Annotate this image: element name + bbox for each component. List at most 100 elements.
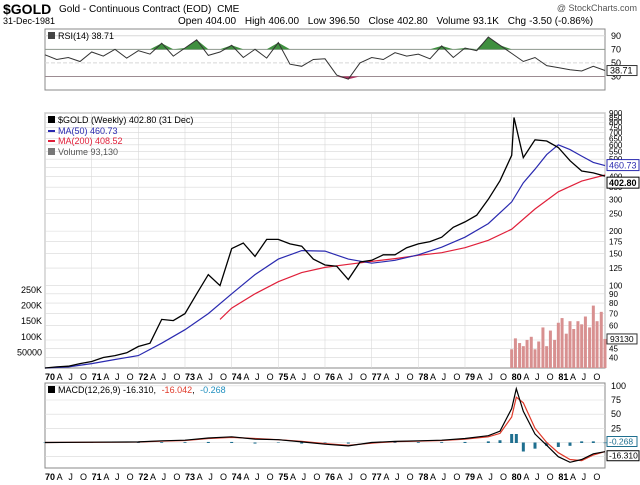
x-tick-label: O: [173, 372, 180, 382]
price-line: [44, 117, 606, 369]
volume-bar: [556, 322, 560, 368]
macd-histogram-bar: [346, 442, 350, 444]
volume-tick-label: 200K: [21, 301, 42, 311]
volume-bar: [521, 346, 525, 368]
macd-histogram-bar: [603, 442, 607, 444]
rsi-panel: [44, 28, 606, 91]
x-tick-label-bottom: 71: [92, 472, 102, 482]
x-tick-label-bottom: A: [337, 472, 343, 482]
x-tick-label-bottom: A: [197, 472, 203, 482]
x-tick-label-bottom: A: [430, 472, 436, 482]
x-tick-label-bottom: J: [255, 472, 260, 482]
x-tick-label: 73: [185, 372, 195, 382]
volume-bar: [591, 305, 595, 368]
x-tick-label: O: [453, 372, 460, 382]
volume-tick-label: 150K: [21, 316, 42, 326]
macd-hist-last-value: -0.268: [609, 437, 633, 447]
x-tick-label: A: [523, 372, 529, 382]
x-tick-label: J: [115, 372, 120, 382]
macd-histogram-bar: [136, 442, 140, 443]
x-tick-label: 74: [232, 372, 242, 382]
rsi-layer: 30 50 70 90 38.71: [44, 31, 638, 81]
macd-histogram-bar: [276, 442, 280, 443]
x-tick-label-bottom: J: [395, 472, 400, 482]
volume-tick-label: 50000: [17, 347, 42, 357]
x-tick-label: J: [535, 372, 540, 382]
price-layer: 9008508007507006506005505004504003503002…: [17, 109, 640, 369]
price-tick-label: 45: [609, 344, 618, 353]
x-tick-label-bottom: J: [302, 472, 307, 482]
macd-histogram-bar: [498, 440, 502, 443]
macd-histogram-bar: [160, 442, 164, 443]
x-tick-label-bottom: J: [208, 472, 213, 482]
x-tick-label-bottom: 72: [138, 472, 148, 482]
macd-histogram-bar: [591, 441, 595, 443]
x-tick-label: 72: [138, 372, 148, 382]
ma50-last-value-box: [606, 159, 640, 172]
rsi-overbought-fill: [45, 37, 605, 50]
macd-signal-line: [44, 396, 606, 462]
volume-bar: [537, 341, 541, 368]
macd-last-value: -16.310: [609, 451, 638, 461]
volume-bar: [568, 321, 572, 368]
macd-histogram-bar: [440, 442, 444, 443]
x-tick-label: A: [337, 372, 343, 382]
volume-bar: [576, 321, 580, 368]
x-tick-label-bottom: O: [360, 472, 367, 482]
x-tick-label-bottom: O: [80, 472, 87, 482]
x-tick-label-bottom: O: [127, 472, 134, 482]
volume-bar: [583, 316, 587, 368]
price-tick-label: 150: [609, 250, 623, 259]
macd-histogram-bar: [253, 442, 257, 444]
x-tick-label-bottom: O: [313, 472, 320, 482]
macd-tick-label: 25: [611, 423, 621, 433]
macd-tick-label: 50: [611, 409, 621, 419]
macd-panel: [44, 382, 606, 469]
macd-legend: MACD(12,26,9) -16.310, -16.042, -0.268: [58, 385, 226, 395]
x-tick-label: A: [290, 372, 296, 382]
macd-legend-swatch: [48, 386, 55, 393]
volume-bar: [595, 321, 599, 368]
x-tick-label-bottom: 75: [278, 472, 288, 482]
symbol-title: $GOLD: [3, 1, 51, 17]
volume-legend-swatch: [48, 148, 55, 155]
x-tick-label: J: [488, 372, 493, 382]
price-legend-swatch: [48, 116, 55, 123]
x-tick-label-bottom: A: [290, 472, 296, 482]
macd-legend-signal: -16.042: [162, 385, 193, 395]
price-tick-label: 125: [609, 264, 623, 273]
macd-tick-label: 100: [611, 381, 626, 391]
macd-histogram-bar: [514, 434, 518, 443]
ohlc-values: Open 404.00 High 406.00 Low 396.50 Close 402…: [178, 16, 593, 27]
volume-bar: [529, 336, 533, 368]
x-tick-label: A: [430, 372, 436, 382]
volume-bar: [518, 343, 522, 368]
volume-bar: [572, 329, 576, 368]
price-tick-label: 750: [609, 123, 623, 132]
macd-histogram-bar: [545, 442, 549, 446]
x-tick-label: A: [570, 372, 576, 382]
x-tick-label: O: [593, 372, 600, 382]
macd-histogram-bar: [206, 441, 210, 443]
x-tick-label-bottom: A: [103, 472, 109, 482]
ma200-legend: MA(200) 408.52: [58, 136, 123, 146]
x-tick-label-bottom: A: [477, 472, 483, 482]
x-tick-label: O: [127, 372, 134, 382]
price-tick-label: 850: [609, 113, 623, 122]
macd-histogram-bar: [580, 441, 584, 443]
x-tick-label-bottom: O: [407, 472, 414, 482]
x-tick-label-bottom: A: [243, 472, 249, 482]
volume-bar: [560, 318, 564, 368]
x-tick-label-bottom: 81: [558, 472, 568, 482]
x-tick-label-bottom: J: [162, 472, 167, 482]
x-tick-label-bottom: O: [593, 472, 600, 482]
rsi-tick-label: 50: [611, 58, 621, 68]
volume-last-value: 93130: [610, 334, 634, 344]
x-tick-label: A: [197, 372, 203, 382]
rsi-last-value-box: [606, 65, 638, 77]
quote-date: 31-Dec-1981: [3, 16, 55, 26]
x-tick-label: O: [267, 372, 274, 382]
macd-histogram-bar: [568, 442, 572, 446]
x-tick-label: A: [150, 372, 156, 382]
